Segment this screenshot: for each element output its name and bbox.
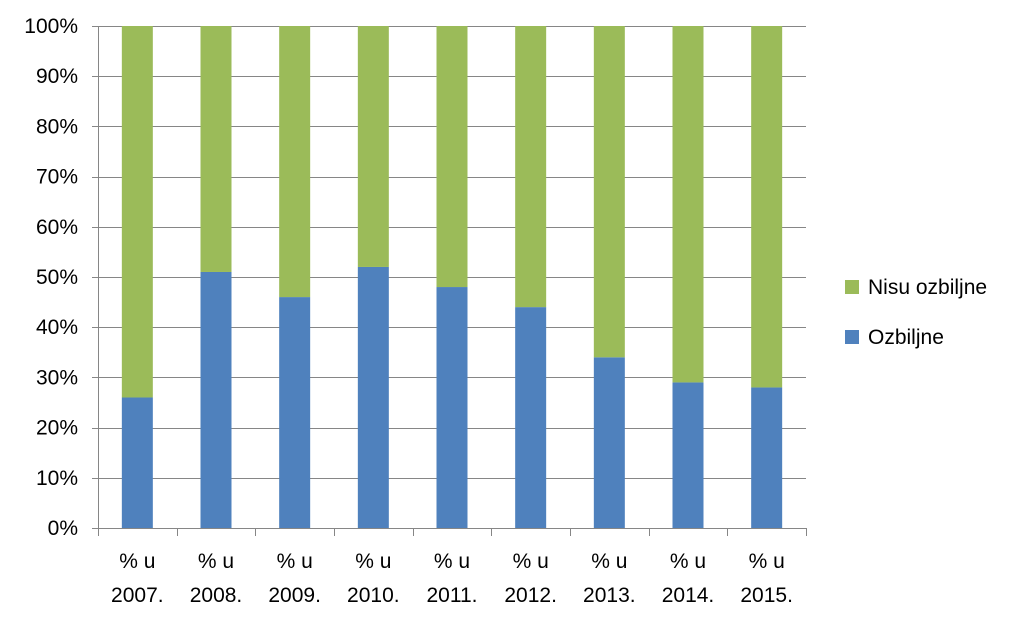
bar-segment-nisu-ozbiljne [357,26,389,267]
x-category-label: % u 2009. [268,550,321,607]
x-category-label: % u 2015. [740,550,793,607]
y-tick-label: 20% [36,417,78,440]
legend-label: Ozbiljne [868,326,944,349]
x-category-label: % u 2007. [111,550,164,607]
bar-segment-nisu-ozbiljne [515,26,547,308]
x-category-label: % u 2011. [427,550,478,607]
legend-swatch-ozbiljne [845,330,859,344]
legend: Nisu ozbiljne Ozbiljne [845,276,987,349]
x-category-label: % u 2008. [190,550,243,607]
x-axis-category-labels: % u 2007. % u 2008. % u 2009. % u 2010. % u 2011.… [111,550,793,607]
axes [92,26,807,536]
y-tick-label: 10% [36,467,78,490]
y-tick-label: 70% [36,166,78,189]
bar-segment-nisu-ozbiljne [436,26,468,288]
legend-label: Nisu ozbiljne [868,276,987,299]
bar-segment-nisu-ozbiljne [121,26,153,398]
bar-segment-ozbiljne [357,266,389,528]
bar-segment-nisu-ozbiljne [672,26,704,383]
x-category-label: % u 2014. [662,550,715,607]
x-category-label: % u 2012. [504,550,557,607]
bar-segment-ozbiljne [279,297,311,528]
bar-segment-ozbiljne [200,271,232,528]
bar-segment-ozbiljne [672,382,704,528]
bar-segment-ozbiljne [751,387,783,528]
bar-segment-nisu-ozbiljne [751,26,783,388]
bar-segment-nisu-ozbiljne [593,26,625,358]
y-tick-label: 50% [36,266,78,289]
y-tick-label: 40% [36,316,78,339]
y-tick-label: 100% [24,15,78,38]
bar-segment-nisu-ozbiljne [200,26,232,272]
bars [121,26,783,528]
x-category-label: % u 2010. [347,550,400,607]
bar-segment-ozbiljne [593,357,625,528]
y-tick-label: 0% [48,517,78,540]
bar-segment-nisu-ozbiljne [279,26,311,298]
y-tick-label: 30% [36,366,78,389]
y-axis-tick-labels: 0% 10% 20% 30% 40% 50% 60% 70% 80% 90% 100% [24,15,78,540]
bar-segment-ozbiljne [121,397,153,528]
bar-segment-ozbiljne [515,307,547,528]
x-category-label: % u 2013. [583,550,636,607]
legend-swatch-nisu-ozbiljne [845,280,859,294]
bar-segment-ozbiljne [436,287,468,528]
y-tick-label: 60% [36,216,78,239]
y-tick-label: 90% [36,65,78,88]
y-tick-label: 80% [36,115,78,138]
